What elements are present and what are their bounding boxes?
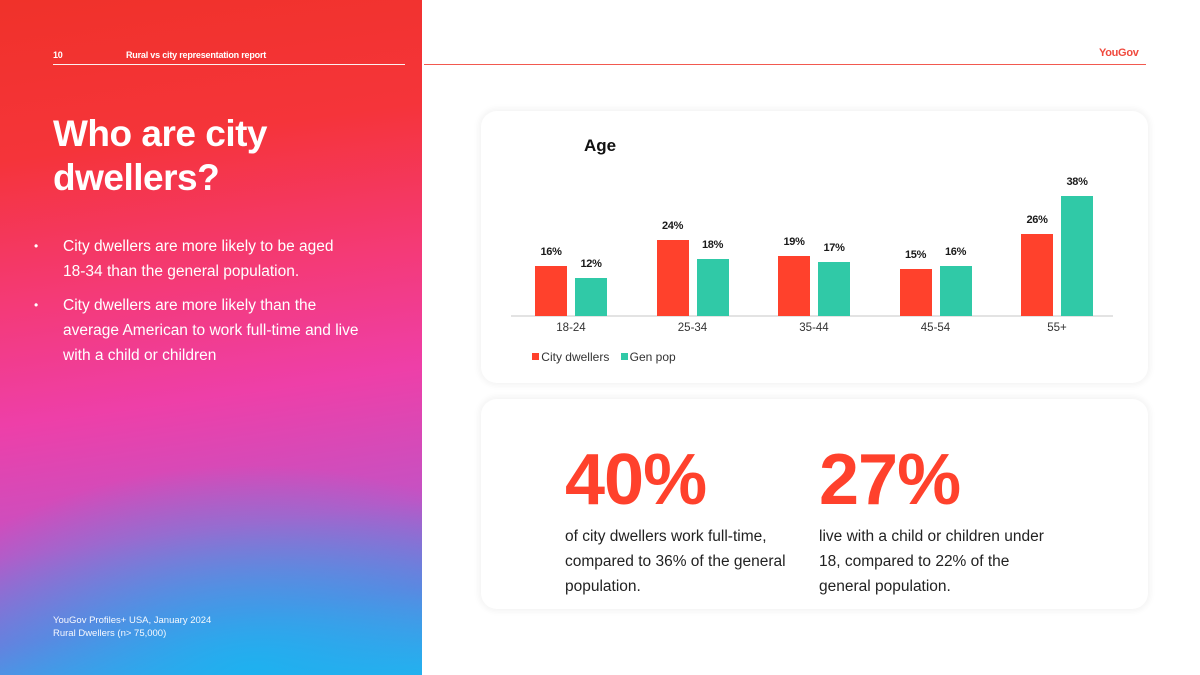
left-panel: 10 Rural vs city representation report W…	[0, 0, 422, 675]
bullet-text: City dwellers are more likely than the a…	[63, 297, 359, 364]
source-line: YouGov Profiles+ USA, January 2024	[53, 615, 212, 626]
legend-item-city: City dwellers	[532, 350, 609, 364]
stat-full-time: 40% of city dwellers work full-time, com…	[565, 440, 795, 599]
bullet-item: • City dwellers are more likely than the…	[30, 293, 360, 368]
bullet-list: • City dwellers are more likely to be ag…	[30, 234, 360, 377]
stat-value: 40%	[565, 440, 707, 520]
stat-description: of city dwellers work full-time, compare…	[565, 528, 786, 595]
bullet-dot-icon: •	[34, 239, 39, 253]
stat-children: 27% live with a child or children under …	[819, 440, 1049, 599]
report-title: Rural vs city representation report	[126, 50, 267, 60]
chart-title: Age	[583, 136, 617, 155]
header-divider	[424, 64, 1146, 65]
bullet-text: City dwellers are more likely to be aged…	[63, 238, 334, 280]
brand-logo: YouGov	[1099, 47, 1139, 59]
bullet-item: • City dwellers are more likely to be ag…	[30, 234, 360, 284]
bullet-dot-icon: •	[34, 298, 39, 312]
sample-line: Rural Dwellers (n> 75,000)	[53, 628, 167, 639]
legend-label: Gen pop	[629, 350, 676, 364]
legend-swatch-icon	[532, 353, 540, 360]
stats-card	[481, 399, 1148, 609]
chart-legend: City dwellers Gen pop	[0, 350, 1200, 364]
page-header: 10 Rural vs city representation report	[53, 48, 405, 65]
legend-item-gen-pop: Gen pop	[620, 350, 676, 364]
page-title: Who are city dwellers?	[53, 113, 268, 198]
legend-swatch-icon	[620, 353, 628, 360]
stat-value: 27%	[819, 440, 961, 520]
stat-description: live with a child or children under 18, …	[819, 528, 1044, 595]
page-number: 10	[53, 50, 63, 60]
source-note: YouGov Profiles+ USA, January 2024 Rural…	[53, 614, 211, 640]
legend-label: City dwellers	[541, 350, 610, 364]
